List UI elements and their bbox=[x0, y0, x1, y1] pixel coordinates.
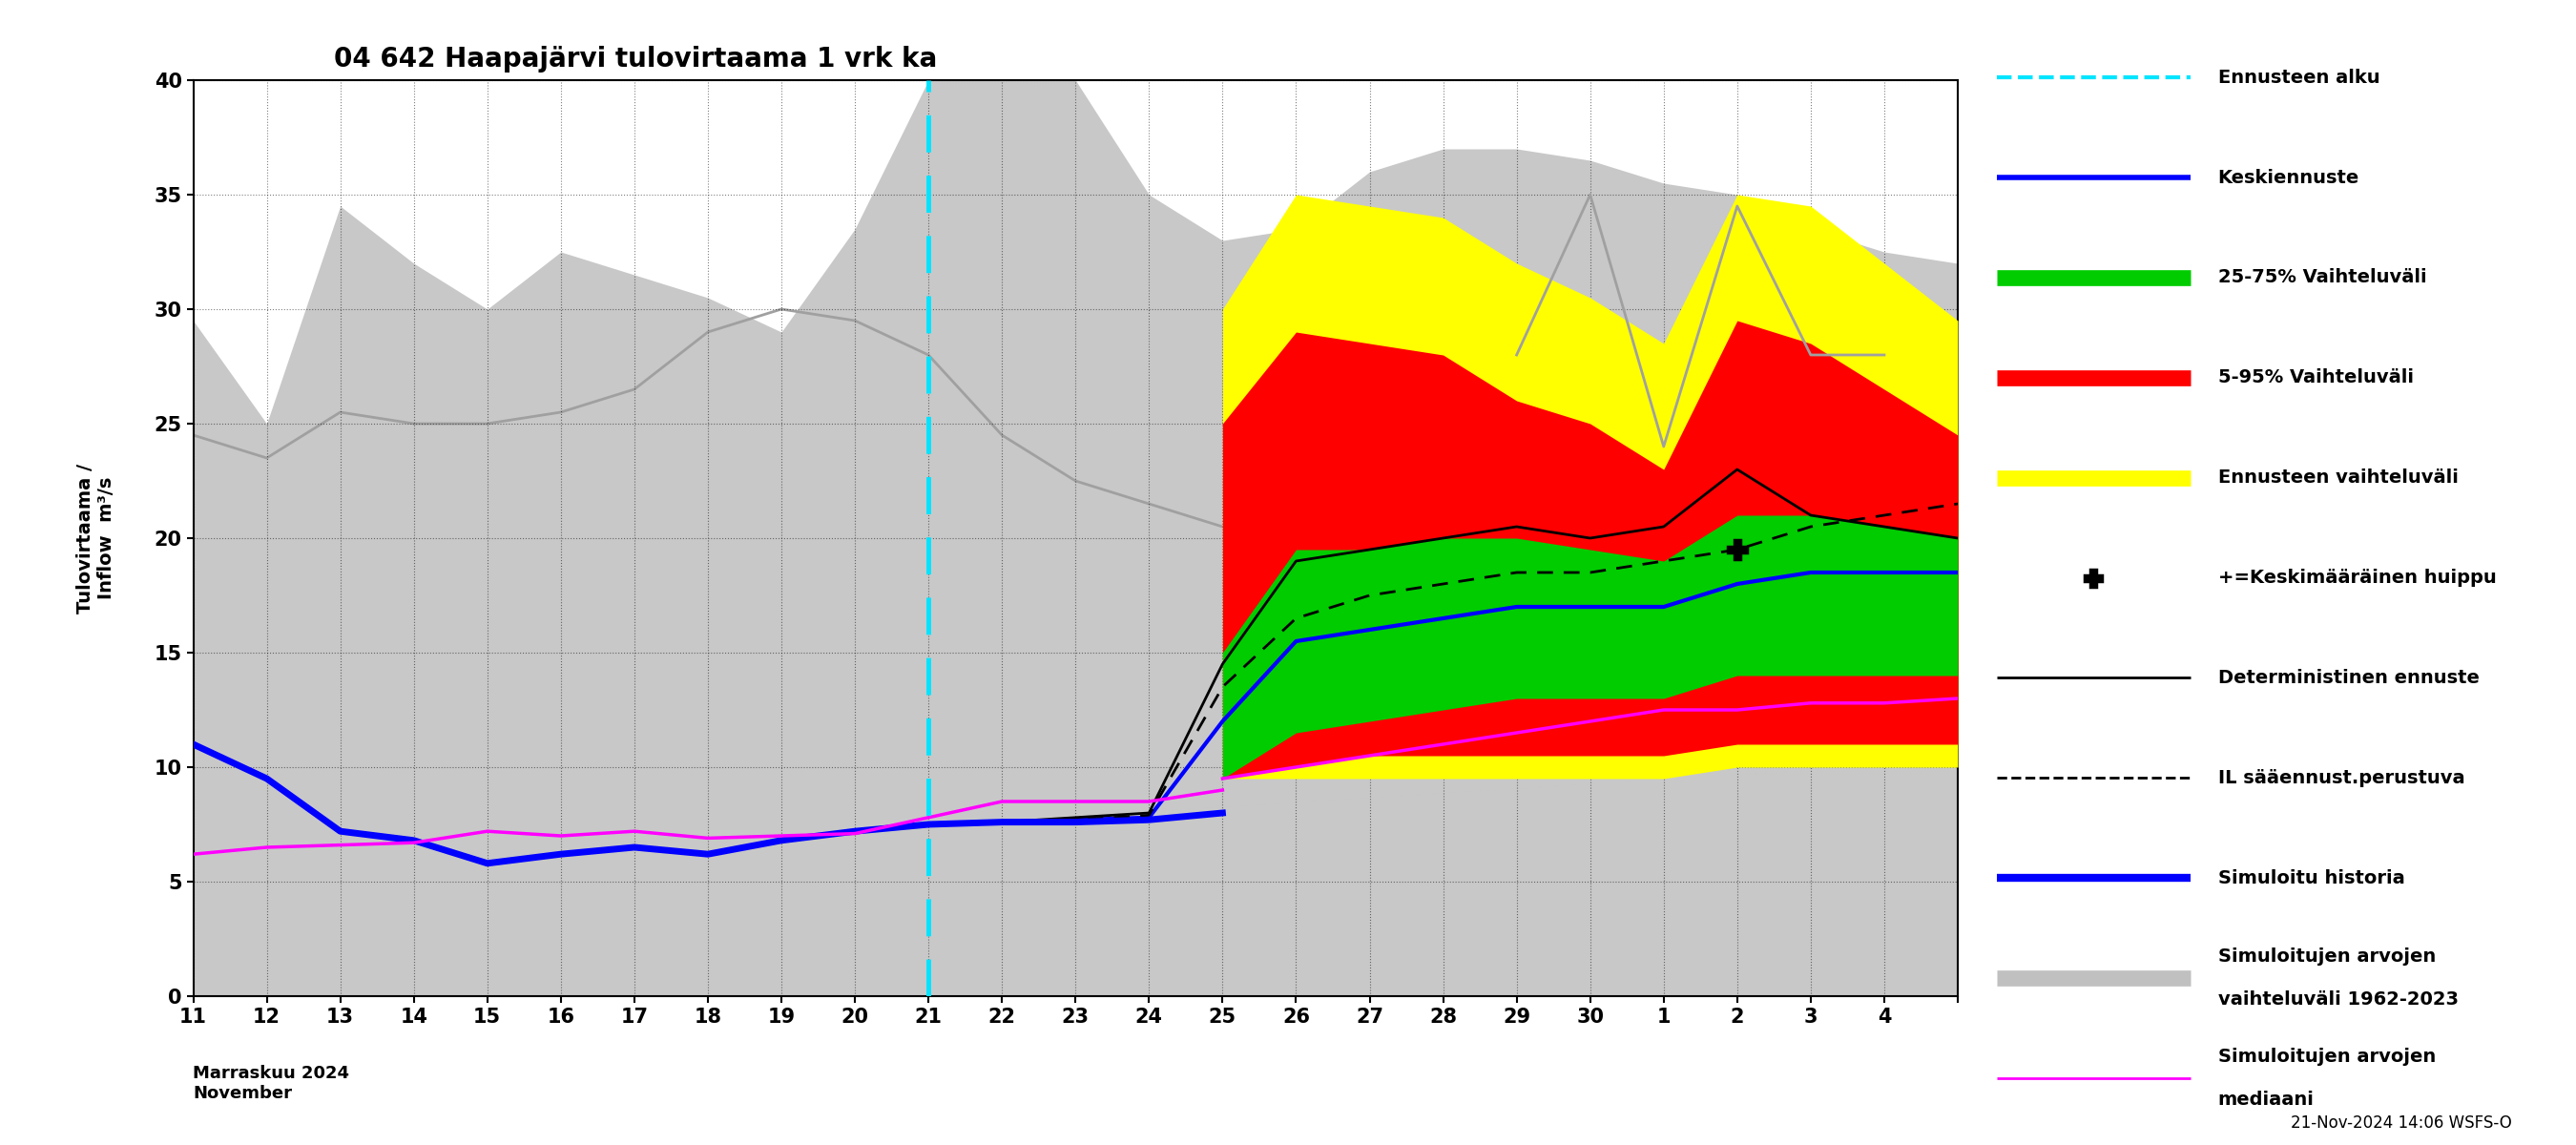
Text: Tulovirtaama /
Inflow  m³/s: Tulovirtaama / Inflow m³/s bbox=[77, 464, 116, 613]
Text: mediaani: mediaani bbox=[2218, 1090, 2313, 1108]
Text: 25-75% Vaihteluväli: 25-75% Vaihteluväli bbox=[2218, 268, 2427, 286]
Text: 04 642 Haapajärvi tulovirtaama 1 vrk ka: 04 642 Haapajärvi tulovirtaama 1 vrk ka bbox=[335, 46, 938, 72]
Text: Ennusteen vaihteluväli: Ennusteen vaihteluväli bbox=[2218, 468, 2458, 487]
Text: +=Keskimääräinen huippu: +=Keskimääräinen huippu bbox=[2218, 569, 2496, 587]
Text: Simuloitujen arvojen: Simuloitujen arvojen bbox=[2218, 1048, 2437, 1066]
Text: 5-95% Vaihteluväli: 5-95% Vaihteluväli bbox=[2218, 369, 2414, 387]
Text: Marraskuu 2024
November: Marraskuu 2024 November bbox=[193, 1065, 350, 1103]
Text: Deterministinen ennuste: Deterministinen ennuste bbox=[2218, 669, 2478, 687]
Text: Keskiennuste: Keskiennuste bbox=[2218, 168, 2360, 187]
Text: Simuloitujen arvojen: Simuloitujen arvojen bbox=[2218, 948, 2437, 966]
Text: Ennusteen alku: Ennusteen alku bbox=[2218, 69, 2380, 87]
Text: 21-Nov-2024 14:06 WSFS-O: 21-Nov-2024 14:06 WSFS-O bbox=[2290, 1114, 2512, 1131]
Text: vaihteluväli 1962-2023: vaihteluväli 1962-2023 bbox=[2218, 990, 2458, 1009]
Text: IL sääennust.perustuva: IL sääennust.perustuva bbox=[2218, 768, 2465, 787]
Text: Simuloitu historia: Simuloitu historia bbox=[2218, 869, 2403, 887]
